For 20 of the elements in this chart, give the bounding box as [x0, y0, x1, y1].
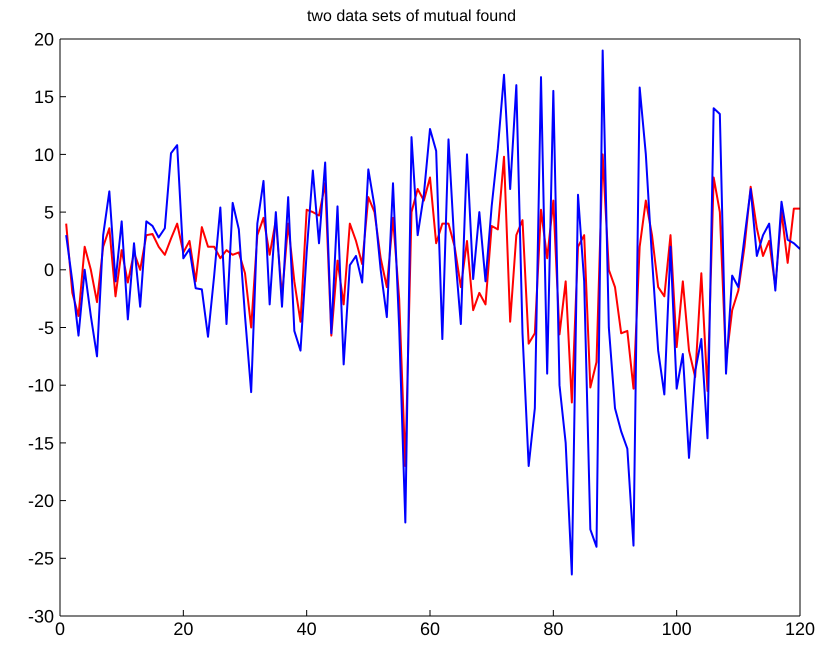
y-tick-label: 15 — [34, 87, 54, 108]
x-tick-label: 20 — [173, 618, 194, 639]
x-tick-label: 40 — [296, 618, 317, 639]
x-tick-label: 100 — [662, 618, 692, 639]
y-tick-label: -30 — [28, 606, 54, 626]
x-tick-label: 60 — [420, 618, 440, 639]
y-tick-label: -15 — [28, 433, 54, 454]
y-tick-label: -25 — [28, 548, 54, 569]
x-tick-label: 80 — [543, 618, 564, 639]
y-tick-label: -10 — [28, 376, 54, 396]
y-tick-label: -5 — [38, 318, 54, 338]
chart-title: two data sets of mutual found — [306, 8, 517, 27]
x-tick-label: 120 — [784, 618, 816, 639]
line-series — [65, 153, 800, 467]
y-tick-label: 20 — [34, 29, 54, 50]
y-tick-label: -20 — [28, 490, 54, 511]
line-series — [65, 50, 800, 576]
y-tick-label: 10 — [34, 144, 54, 165]
y-tick-label: 0 — [44, 260, 54, 280]
y-tick-label: 5 — [44, 202, 54, 222]
